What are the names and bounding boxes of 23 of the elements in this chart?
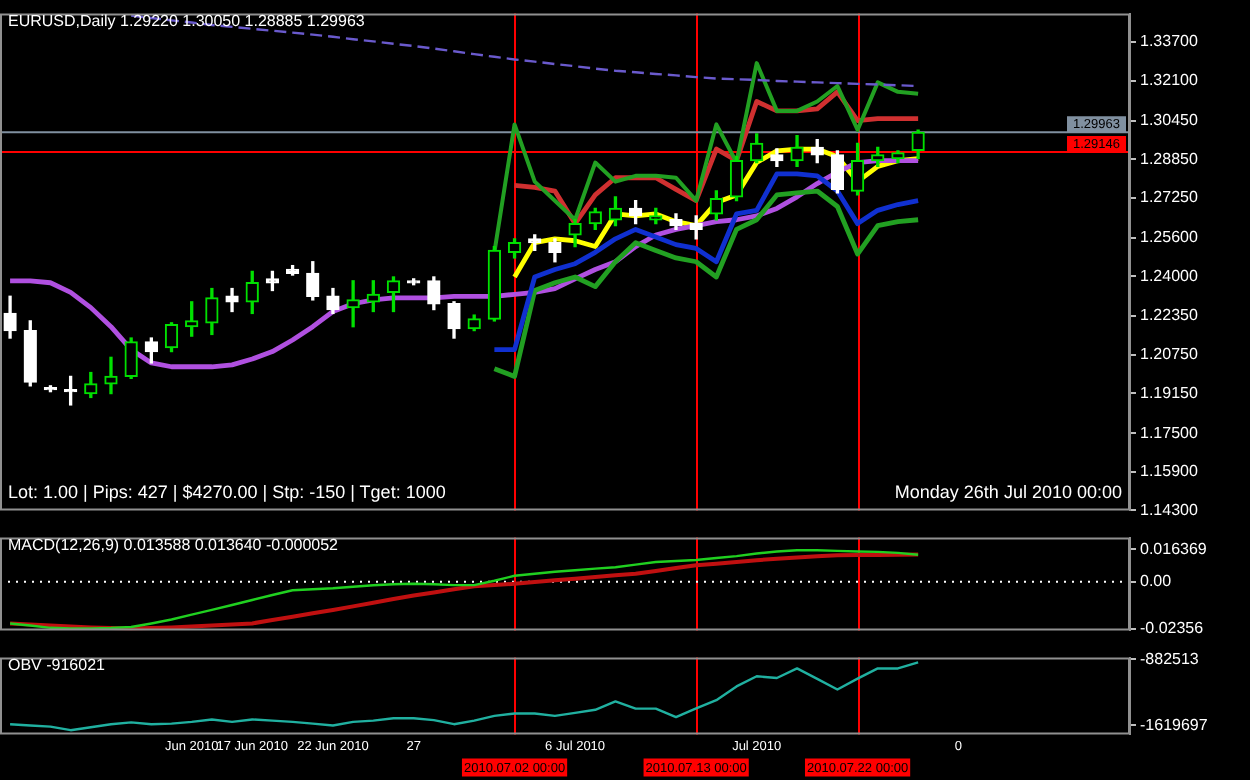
y-tick-label: 1.17500 [1140, 423, 1199, 442]
y-tick-label: -0.02356 [1140, 618, 1205, 637]
chart-title: EURUSD,Daily 1.29220 1.30050 1.28885 1.29963 [8, 12, 365, 30]
annotation: Monday 26th Jul 2010 00:00 [894, 482, 1122, 503]
y-tick-label: 1.24000 [1140, 266, 1199, 285]
y-tick-label: 1.19150 [1140, 383, 1199, 402]
y-tick-label: -882513 [1140, 649, 1200, 668]
y-tick-label: 1.27250 [1140, 188, 1199, 207]
y-tick-label: 1.20750 [1140, 345, 1199, 364]
chart-title: MACD(12,26,9) 0.013588 0.013640 -0.000052 [8, 536, 339, 554]
y-tick-label: 1.25600 [1140, 228, 1199, 247]
chart-title: OBV -916021 [8, 656, 105, 674]
y-tick-label: 1.28850 [1140, 149, 1199, 168]
y-tick-label: 0.016369 [1140, 539, 1208, 558]
y-tick-label: 1.33700 [1140, 32, 1199, 51]
y-tick-label: 1.32100 [1140, 71, 1199, 90]
y-tick-label: 1.14300 [1140, 500, 1199, 519]
y-tick-label: 1.15900 [1140, 462, 1199, 481]
annotation: Lot: 1.00 | Pips: 427 | $4270.00 | Stp: -150 | Tget: 1000 [8, 482, 446, 503]
y-tick-label: 1.30450 [1140, 110, 1199, 129]
y-tick-label: -1619697 [1140, 715, 1209, 734]
y-tick-label: 1.22350 [1140, 306, 1199, 325]
y-tick-label: 0.00 [1140, 572, 1173, 591]
